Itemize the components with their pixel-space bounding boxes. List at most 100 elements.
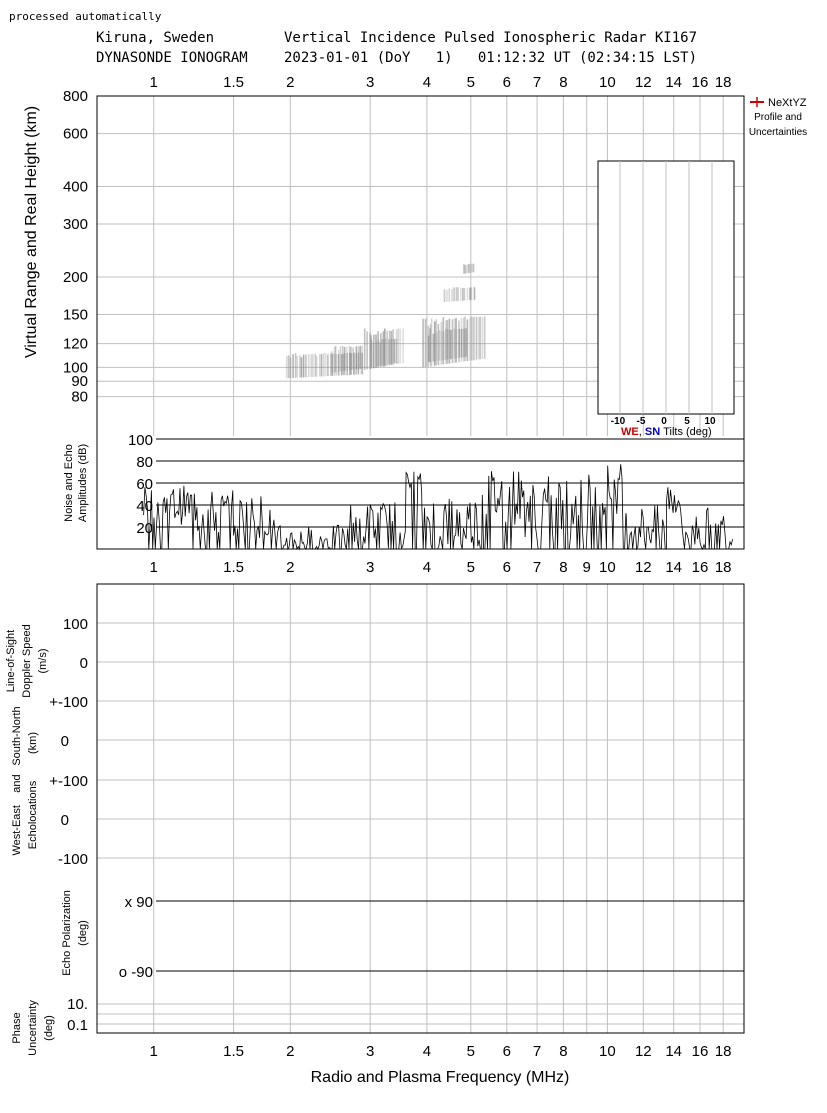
echolocations-label: Echolocations xyxy=(27,780,39,849)
height-tick-300: 300 xyxy=(63,216,88,233)
echo-streak-7-3 xyxy=(468,263,471,273)
echo-streak-1-6 xyxy=(343,346,346,371)
polarization-label-line1: Echo Polarization xyxy=(61,890,73,976)
echo-streak-0-24 xyxy=(337,354,340,376)
echo-streak-3-3 xyxy=(377,339,380,367)
height-tick-800: 800 xyxy=(63,88,88,105)
echo-streak-6-3 xyxy=(451,289,453,302)
echo-streak-5-0 xyxy=(427,335,430,363)
echo-streak-0-22 xyxy=(333,353,336,376)
echo-streak-6-1 xyxy=(446,289,448,302)
echo-streak-4-7 xyxy=(437,323,440,366)
echo-streak-5-15 xyxy=(460,328,463,358)
echo-streak-4-19 xyxy=(464,316,466,362)
echo-streak-2-10 xyxy=(386,330,388,366)
echo-streak-4-25 xyxy=(478,316,480,360)
bottom-freq-tick-10: 10 xyxy=(599,1043,616,1060)
echo-streak-7-0 xyxy=(463,264,465,274)
echo-streak-0-5 xyxy=(296,356,299,378)
station-name: Kiruna, Sweden xyxy=(96,30,215,46)
echo-streak-0-28 xyxy=(346,353,348,376)
echo-streak-0-10 xyxy=(307,353,310,378)
amplitude-traces xyxy=(143,464,733,551)
legend-line3: Uncertainties xyxy=(749,127,807,138)
height-tick-200: 200 xyxy=(63,269,88,286)
tilt-tick-1: -5 xyxy=(637,416,646,427)
mid-freq-tick-14: 14 xyxy=(665,559,682,576)
mid-freq-tick-2: 2 xyxy=(286,559,294,576)
phase-label-line3: (deg) xyxy=(43,1015,55,1041)
amplitude-ticks: 20 40 60 80 100 xyxy=(128,432,153,537)
we-tick-0: 0 xyxy=(61,812,69,829)
doppler-tick-pm100: +-100 xyxy=(49,694,88,711)
echo-streak-3-1 xyxy=(372,342,375,367)
mid-freq-tick-10: 10 xyxy=(599,559,616,576)
top-freq-tick-16: 16 xyxy=(692,74,709,91)
mid-freq-tick-12: 12 xyxy=(635,559,652,576)
echo-streak-0-29 xyxy=(349,352,351,375)
echo-streak-0-8 xyxy=(302,354,305,378)
mid-freq-tick-1.5: 1.5 xyxy=(223,559,244,576)
echo-streak-4-13 xyxy=(451,319,454,364)
polarization-o-tick: o -90 xyxy=(119,964,153,981)
lower-panel-ticks: 100 0 +-100 0 +-100 0 -100 x 90 o -90 10… xyxy=(49,616,153,1034)
echo-streak-2-2 xyxy=(369,332,371,370)
echo-streak-1-5 xyxy=(342,346,344,372)
bottom-freq-tick-8: 8 xyxy=(559,1043,567,1060)
echo-streak-0-33 xyxy=(357,352,360,375)
echo-streak-5-7 xyxy=(443,331,445,360)
echo-streak-4-22 xyxy=(471,316,473,361)
processed-note: processed automatically xyxy=(9,10,162,23)
echo-streak-0-30 xyxy=(350,353,353,375)
echo-streak-7-2 xyxy=(467,263,470,274)
tilt-tick-4: 10 xyxy=(704,416,716,427)
echo-streak-4-20 xyxy=(466,319,469,361)
top-freq-tick-1.5: 1.5 xyxy=(223,74,244,91)
tilt-comma: , xyxy=(639,426,645,438)
echo-streak-3-2 xyxy=(375,341,378,367)
echo-streak-5-10 xyxy=(449,330,452,360)
echo-streak-3-5 xyxy=(380,339,383,366)
echo-streak-5-16 xyxy=(463,328,465,358)
echo-streak-4-12 xyxy=(448,318,451,364)
echo-streak-5-12 xyxy=(453,328,456,359)
echo-streak-0-6 xyxy=(299,355,301,378)
echo-streak-0-13 xyxy=(314,353,317,377)
top-freq-tick-6: 6 xyxy=(503,74,511,91)
echo-streak-1-0 xyxy=(331,351,333,373)
top-freq-tick-12: 12 xyxy=(635,74,652,91)
echo-streak-1-11 xyxy=(355,346,358,370)
top-freq-tick-14: 14 xyxy=(665,74,682,91)
echo-streak-4-6 xyxy=(435,319,438,366)
echo-streak-6-13 xyxy=(473,287,476,300)
echo-streak-5-5 xyxy=(438,330,441,361)
height-tick-80: 80 xyxy=(71,389,88,406)
frequency-axis-label: Radio and Plasma Frequency (MHz) xyxy=(311,1069,570,1086)
we-tick-neg100: -100 xyxy=(58,851,88,868)
mid-freq-tick-16: 16 xyxy=(692,559,709,576)
tilt-sn-label: SN xyxy=(645,426,663,438)
echo-streak-6-6 xyxy=(457,287,459,301)
top-freq-tick-4: 4 xyxy=(423,74,431,91)
echo-streak-0-23 xyxy=(335,354,338,376)
echo-streak-0-12 xyxy=(312,353,314,377)
echo-streak-1-13 xyxy=(359,345,362,369)
echo-streak-3-7 xyxy=(385,338,387,365)
height-tick-400: 400 xyxy=(63,179,88,196)
lower-panel-labels: Line-of-Sight Doppler Speed (m/s) South-… xyxy=(5,624,89,1056)
sn-tick-0: 0 xyxy=(61,733,69,750)
top-frequency-ticks: 1 1.5 2 3 4 5 6 7 8 10 12 14 16 18 xyxy=(150,74,732,91)
west-east-label: West-East and xyxy=(11,774,23,855)
echo-streak-2-6 xyxy=(377,331,379,368)
echo-streak-5-17 xyxy=(465,328,467,357)
echo-streak-0-3 xyxy=(292,354,294,378)
echo-streak-3-11 xyxy=(393,339,396,364)
middle-frequency-ticks: 1 1.5 2 3 4 5 6 7 8 9 10 12 14 16 18 xyxy=(150,559,732,576)
echo-streak-4-1 xyxy=(424,318,427,367)
echo-streak-2-17 xyxy=(402,328,404,364)
echo-streak-0-17 xyxy=(323,353,325,377)
echo-streak-2-16 xyxy=(399,328,402,364)
echo-streak-2-0 xyxy=(363,328,366,370)
bottom-freq-tick-2: 2 xyxy=(286,1043,294,1060)
